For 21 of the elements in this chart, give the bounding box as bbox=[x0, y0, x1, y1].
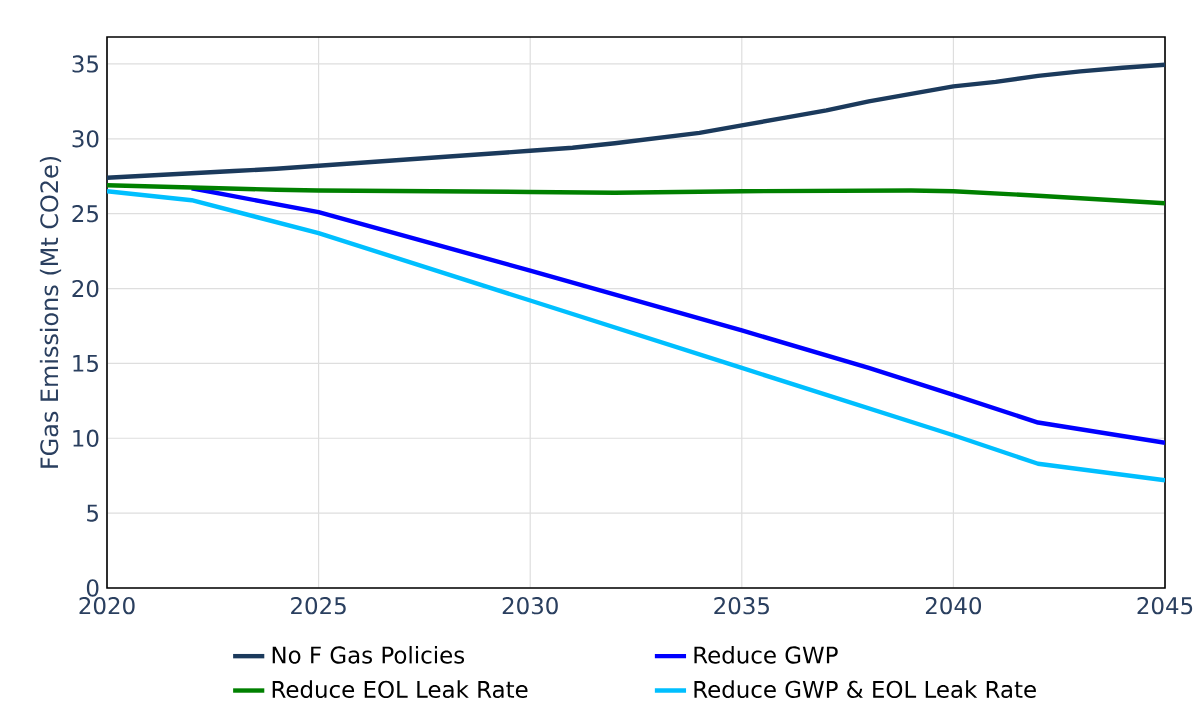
legend-label: Reduce GWP & EOL Leak Rate bbox=[694, 680, 1036, 699]
y-tick-label: 30 bbox=[72, 130, 99, 148]
x-tick-label: 2025 bbox=[291, 597, 346, 615]
legend-label: Reduce EOL Leak Rate bbox=[272, 680, 528, 699]
y-tick-label: 10 bbox=[73, 429, 99, 447]
x-tick-label: 2040 bbox=[925, 597, 982, 615]
line-series bbox=[107, 183, 1166, 206]
x-tick-label: 2020 bbox=[79, 597, 135, 615]
y-tick-label: 35 bbox=[72, 55, 98, 73]
x-tick-label: 2045 bbox=[1137, 597, 1193, 615]
y-tick-label: 0 bbox=[86, 579, 99, 597]
y-tick-label: 5 bbox=[87, 504, 98, 522]
y-axis-title: FGas Emissions (Mt CO2e) bbox=[39, 156, 62, 468]
y-tick-label: 20 bbox=[72, 279, 99, 298]
line-series bbox=[107, 189, 1166, 483]
x-tick-label: 2030 bbox=[502, 597, 558, 615]
x-tick-label: 2035 bbox=[714, 597, 769, 615]
legend-label: Reduce GWP bbox=[694, 645, 838, 664]
y-tick-label: 25 bbox=[72, 205, 98, 223]
y-tick-label: 15 bbox=[73, 354, 98, 372]
legend-label: No F Gas Policies bbox=[272, 645, 465, 664]
